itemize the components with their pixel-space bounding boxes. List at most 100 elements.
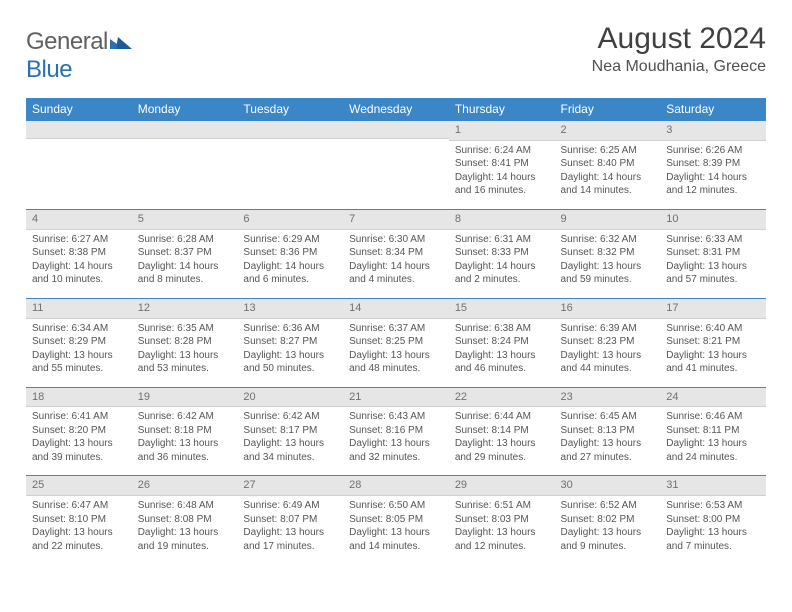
- calendar-cell: 28Sunrise: 6:50 AMSunset: 8:05 PMDayligh…: [343, 476, 449, 564]
- day-number: 9: [555, 210, 661, 230]
- day-body: Sunrise: 6:31 AMSunset: 8:33 PMDaylight:…: [449, 230, 555, 298]
- calendar-cell: 21Sunrise: 6:43 AMSunset: 8:16 PMDayligh…: [343, 387, 449, 476]
- daylight-text: Daylight: 13 hours and 59 minutes.: [561, 260, 655, 287]
- sunset-text: Sunset: 8:13 PM: [561, 424, 655, 438]
- sunrise-text: Sunrise: 6:34 AM: [32, 322, 126, 336]
- sunset-text: Sunset: 8:00 PM: [666, 513, 760, 527]
- day-number: 24: [660, 388, 766, 408]
- sunrise-text: Sunrise: 6:51 AM: [455, 499, 549, 513]
- sunset-text: Sunset: 8:02 PM: [561, 513, 655, 527]
- day-body: Sunrise: 6:50 AMSunset: 8:05 PMDaylight:…: [343, 496, 449, 564]
- day-number: 12: [132, 299, 238, 319]
- day-number: 1: [449, 121, 555, 141]
- calendar-cell: 12Sunrise: 6:35 AMSunset: 8:28 PMDayligh…: [132, 298, 238, 387]
- sunset-text: Sunset: 8:37 PM: [138, 246, 232, 260]
- calendar-cell: 11Sunrise: 6:34 AMSunset: 8:29 PMDayligh…: [26, 298, 132, 387]
- day-body: Sunrise: 6:28 AMSunset: 8:37 PMDaylight:…: [132, 230, 238, 298]
- daylight-text: Daylight: 14 hours and 2 minutes.: [455, 260, 549, 287]
- day-number: 26: [132, 476, 238, 496]
- sunrise-text: Sunrise: 6:37 AM: [349, 322, 443, 336]
- day-body: Sunrise: 6:44 AMSunset: 8:14 PMDaylight:…: [449, 407, 555, 475]
- day-number: 2: [555, 121, 661, 141]
- day-number: 28: [343, 476, 449, 496]
- day-body: Sunrise: 6:26 AMSunset: 8:39 PMDaylight:…: [660, 141, 766, 209]
- day-number: 27: [237, 476, 343, 496]
- sunset-text: Sunset: 8:10 PM: [32, 513, 126, 527]
- day-body: Sunrise: 6:41 AMSunset: 8:20 PMDaylight:…: [26, 407, 132, 475]
- sunrise-text: Sunrise: 6:41 AM: [32, 410, 126, 424]
- day-number: [343, 121, 449, 139]
- day-body: Sunrise: 6:35 AMSunset: 8:28 PMDaylight:…: [132, 319, 238, 387]
- calendar-week: 1Sunrise: 6:24 AMSunset: 8:41 PMDaylight…: [26, 121, 766, 210]
- calendar-cell: 15Sunrise: 6:38 AMSunset: 8:24 PMDayligh…: [449, 298, 555, 387]
- daylight-text: Daylight: 13 hours and 50 minutes.: [243, 349, 337, 376]
- sunset-text: Sunset: 8:39 PM: [666, 157, 760, 171]
- logo-text-general: General: [26, 28, 108, 55]
- day-number: 19: [132, 388, 238, 408]
- day-body: Sunrise: 6:46 AMSunset: 8:11 PMDaylight:…: [660, 407, 766, 475]
- sunset-text: Sunset: 8:28 PM: [138, 335, 232, 349]
- sunrise-text: Sunrise: 6:49 AM: [243, 499, 337, 513]
- day-body: Sunrise: 6:53 AMSunset: 8:00 PMDaylight:…: [660, 496, 766, 564]
- day-body: Sunrise: 6:42 AMSunset: 8:17 PMDaylight:…: [237, 407, 343, 475]
- sunrise-text: Sunrise: 6:33 AM: [666, 233, 760, 247]
- day-body: Sunrise: 6:27 AMSunset: 8:38 PMDaylight:…: [26, 230, 132, 298]
- calendar-page: GeneralBlue August 2024 Nea Moudhania, G…: [0, 0, 792, 574]
- logo: GeneralBlue: [26, 22, 132, 84]
- calendar-cell: 17Sunrise: 6:40 AMSunset: 8:21 PMDayligh…: [660, 298, 766, 387]
- sunset-text: Sunset: 8:18 PM: [138, 424, 232, 438]
- calendar-cell: 14Sunrise: 6:37 AMSunset: 8:25 PMDayligh…: [343, 298, 449, 387]
- sunset-text: Sunset: 8:38 PM: [32, 246, 126, 260]
- day-body: Sunrise: 6:36 AMSunset: 8:27 PMDaylight:…: [237, 319, 343, 387]
- day-body: Sunrise: 6:32 AMSunset: 8:32 PMDaylight:…: [555, 230, 661, 298]
- calendar-cell: 4Sunrise: 6:27 AMSunset: 8:38 PMDaylight…: [26, 209, 132, 298]
- day-number: 4: [26, 210, 132, 230]
- calendar-cell: 18Sunrise: 6:41 AMSunset: 8:20 PMDayligh…: [26, 387, 132, 476]
- daylight-text: Daylight: 13 hours and 17 minutes.: [243, 526, 337, 553]
- weekday-header: Saturday: [660, 98, 766, 121]
- sunrise-text: Sunrise: 6:52 AM: [561, 499, 655, 513]
- daylight-text: Daylight: 13 hours and 53 minutes.: [138, 349, 232, 376]
- calendar-week: 25Sunrise: 6:47 AMSunset: 8:10 PMDayligh…: [26, 476, 766, 564]
- day-body: Sunrise: 6:48 AMSunset: 8:08 PMDaylight:…: [132, 496, 238, 564]
- daylight-text: Daylight: 13 hours and 14 minutes.: [349, 526, 443, 553]
- calendar-cell: 9Sunrise: 6:32 AMSunset: 8:32 PMDaylight…: [555, 209, 661, 298]
- day-number: 31: [660, 476, 766, 496]
- calendar-week: 18Sunrise: 6:41 AMSunset: 8:20 PMDayligh…: [26, 387, 766, 476]
- day-body: Sunrise: 6:51 AMSunset: 8:03 PMDaylight:…: [449, 496, 555, 564]
- day-body: Sunrise: 6:43 AMSunset: 8:16 PMDaylight:…: [343, 407, 449, 475]
- day-body: Sunrise: 6:49 AMSunset: 8:07 PMDaylight:…: [237, 496, 343, 564]
- day-number: 6: [237, 210, 343, 230]
- day-body: Sunrise: 6:29 AMSunset: 8:36 PMDaylight:…: [237, 230, 343, 298]
- sunset-text: Sunset: 8:14 PM: [455, 424, 549, 438]
- day-body: [343, 139, 449, 207]
- day-number: 10: [660, 210, 766, 230]
- daylight-text: Daylight: 13 hours and 12 minutes.: [455, 526, 549, 553]
- sunset-text: Sunset: 8:24 PM: [455, 335, 549, 349]
- day-body: [132, 139, 238, 207]
- daylight-text: Daylight: 13 hours and 55 minutes.: [32, 349, 126, 376]
- day-body: Sunrise: 6:33 AMSunset: 8:31 PMDaylight:…: [660, 230, 766, 298]
- calendar-cell: [26, 121, 132, 210]
- sunset-text: Sunset: 8:25 PM: [349, 335, 443, 349]
- sunset-text: Sunset: 8:31 PM: [666, 246, 760, 260]
- sunset-text: Sunset: 8:23 PM: [561, 335, 655, 349]
- daylight-text: Daylight: 13 hours and 39 minutes.: [32, 437, 126, 464]
- day-body: Sunrise: 6:25 AMSunset: 8:40 PMDaylight:…: [555, 141, 661, 209]
- calendar-cell: 3Sunrise: 6:26 AMSunset: 8:39 PMDaylight…: [660, 121, 766, 210]
- daylight-text: Daylight: 14 hours and 10 minutes.: [32, 260, 126, 287]
- location: Nea Moudhania, Greece: [592, 58, 766, 76]
- calendar-cell: 22Sunrise: 6:44 AMSunset: 8:14 PMDayligh…: [449, 387, 555, 476]
- calendar-cell: 31Sunrise: 6:53 AMSunset: 8:00 PMDayligh…: [660, 476, 766, 564]
- weekday-header: Sunday: [26, 98, 132, 121]
- day-body: Sunrise: 6:52 AMSunset: 8:02 PMDaylight:…: [555, 496, 661, 564]
- sunset-text: Sunset: 8:27 PM: [243, 335, 337, 349]
- calendar-cell: 23Sunrise: 6:45 AMSunset: 8:13 PMDayligh…: [555, 387, 661, 476]
- calendar-cell: 26Sunrise: 6:48 AMSunset: 8:08 PMDayligh…: [132, 476, 238, 564]
- day-number: 17: [660, 299, 766, 319]
- day-number: 14: [343, 299, 449, 319]
- day-body: Sunrise: 6:37 AMSunset: 8:25 PMDaylight:…: [343, 319, 449, 387]
- sunset-text: Sunset: 8:40 PM: [561, 157, 655, 171]
- day-number: 15: [449, 299, 555, 319]
- sunset-text: Sunset: 8:36 PM: [243, 246, 337, 260]
